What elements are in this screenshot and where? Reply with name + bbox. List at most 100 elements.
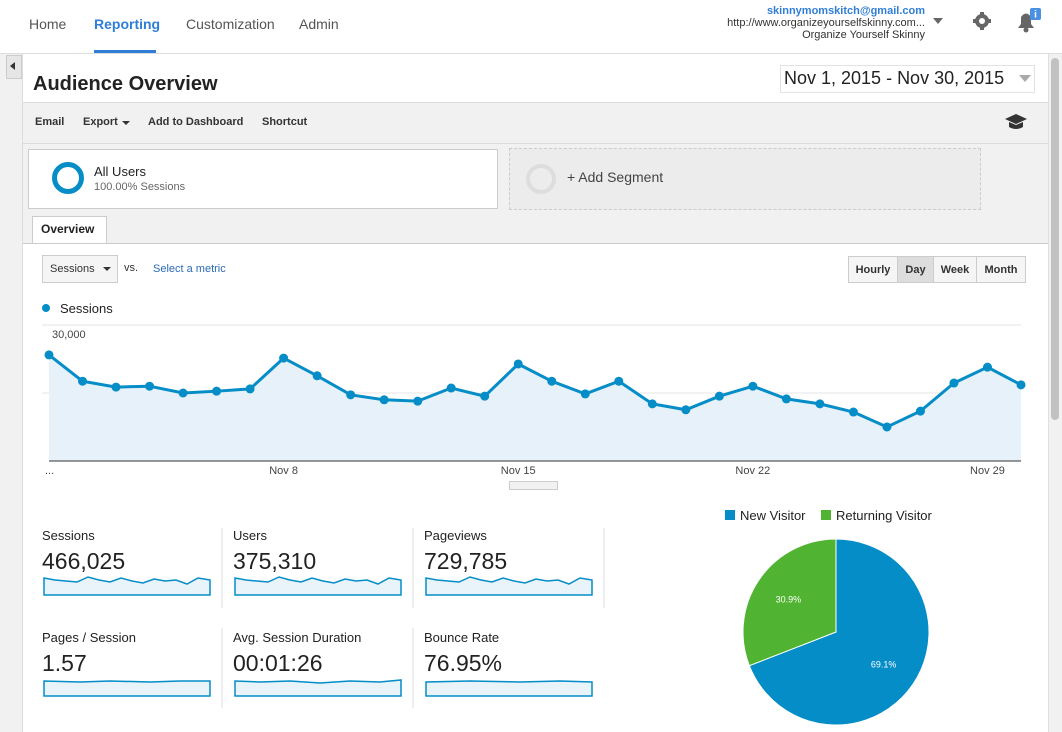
point — [513, 359, 523, 369]
metric-caret — [103, 267, 111, 271]
point — [547, 376, 557, 386]
date-range: Nov 1, 2015 - Nov 30, 2015 — [784, 68, 1005, 88]
date-picker[interactable] — [780, 65, 1035, 93]
point — [714, 391, 724, 401]
sparkline-set — [43, 576, 593, 697]
metric-label: Users — [233, 528, 267, 543]
point — [346, 390, 356, 400]
select-metric[interactable]: Select a metric — [153, 263, 226, 275]
pie-slice — [748, 538, 930, 726]
legend-label: Sessions — [60, 301, 113, 316]
nav-customization[interactable]: Customization — [186, 16, 275, 32]
legend-swatch — [821, 510, 831, 520]
point — [446, 383, 456, 393]
sparkline — [234, 576, 402, 596]
tab-rule — [23, 243, 1048, 244]
sparkline — [43, 680, 211, 697]
legend-label: Returning Visitor — [836, 508, 933, 523]
point — [480, 391, 490, 401]
slice-label: 30.9% — [776, 594, 802, 604]
toolbar-dashboard[interactable]: Add to Dashboard — [148, 116, 244, 128]
btn-day[interactable]: Day — [897, 256, 934, 283]
point — [78, 376, 88, 386]
sparkline — [234, 679, 402, 697]
point — [681, 405, 691, 415]
metric-select-label: Sessions — [50, 263, 95, 275]
toolbar — [23, 103, 1048, 144]
point — [614, 376, 624, 386]
page-title: Audience Overview — [33, 73, 218, 95]
pie-slice — [742, 538, 837, 667]
toolbar-export[interactable]: Export — [83, 116, 118, 128]
toolbar-shortcut[interactable]: Shortcut — [262, 116, 308, 128]
point — [178, 388, 188, 398]
x-tick-label: Nov 29 — [970, 465, 1005, 477]
segment-name: All Users — [94, 164, 147, 179]
badge-text: i — [1034, 10, 1037, 21]
point — [580, 389, 590, 399]
sparklines — [43, 528, 605, 708]
top-bar — [0, 0, 1062, 54]
add-segment-label: + Add Segment — [567, 169, 664, 185]
btn-hourly[interactable]: Hourly — [848, 256, 898, 283]
add-segment[interactable] — [509, 148, 981, 210]
y-tick-label: 30,000 — [52, 329, 86, 341]
visitor-pie: New Visitor Returning Visitor 69.1% 30.9% — [725, 508, 933, 726]
add-segment-ring — [526, 164, 556, 194]
date-caret — [1019, 75, 1031, 82]
education-icon[interactable] — [1004, 114, 1028, 130]
account-caret[interactable] — [933, 18, 943, 24]
point — [1016, 380, 1026, 390]
segment-all-users[interactable] — [28, 149, 498, 209]
account-email[interactable]: skinnymomskitch@gmail.com — [766, 5, 925, 17]
slice-label: 69.1% — [871, 660, 897, 670]
collapse-arrow — [10, 62, 15, 70]
point — [312, 371, 322, 381]
scroll-thumb[interactable] — [1051, 58, 1059, 420]
point — [915, 406, 925, 416]
x-tick-label: Nov 15 — [501, 465, 536, 477]
line — [48, 353, 1022, 429]
bell-clapper — [1023, 27, 1029, 33]
point — [781, 394, 791, 404]
nav-reporting[interactable]: Reporting — [94, 16, 161, 32]
btn-month[interactable]: Month — [976, 256, 1026, 283]
point — [647, 399, 657, 409]
sparkline — [425, 680, 593, 697]
point — [111, 382, 121, 392]
account-url: http://www.organizeyourselfskinny.com... — [727, 17, 925, 29]
point — [279, 353, 289, 363]
tab[interactable] — [32, 216, 107, 244]
metric-label: Avg. Session Duration — [233, 630, 362, 645]
toolbar-email[interactable]: Email — [35, 116, 65, 128]
metric-label: Sessions — [42, 528, 95, 543]
metric-label: Pages / Session — [42, 630, 136, 645]
point — [949, 378, 959, 388]
point — [245, 384, 255, 394]
metric-label: Pageviews — [424, 528, 487, 543]
vs-label: vs. — [124, 262, 139, 274]
btn-week[interactable]: Week — [933, 256, 977, 283]
point — [145, 381, 155, 391]
x-tick-label: Nov 8 — [269, 465, 298, 477]
nav-underline — [94, 50, 156, 53]
top-icons: i — [933, 8, 1041, 33]
legend-label: New Visitor — [740, 508, 806, 523]
sparkline — [425, 576, 593, 596]
nav-home[interactable]: Home — [29, 16, 67, 32]
nav-admin[interactable]: Admin — [299, 16, 339, 32]
left-strip — [0, 54, 23, 732]
tab-label: Overview — [41, 222, 95, 236]
point — [882, 422, 892, 432]
settings-icon[interactable] — [973, 12, 991, 30]
metric-value: 466,025 — [42, 548, 126, 574]
legend-swatch — [725, 510, 735, 520]
x-tick-label: ... — [45, 465, 54, 477]
metric-value: 76.95% — [424, 650, 503, 676]
segment-ring — [52, 162, 84, 194]
x-tick-label: Nov 22 — [735, 465, 770, 477]
chart-resize-handle[interactable] — [509, 481, 558, 490]
badge — [1030, 8, 1041, 20]
metric-label: Bounce Rate — [424, 630, 500, 645]
